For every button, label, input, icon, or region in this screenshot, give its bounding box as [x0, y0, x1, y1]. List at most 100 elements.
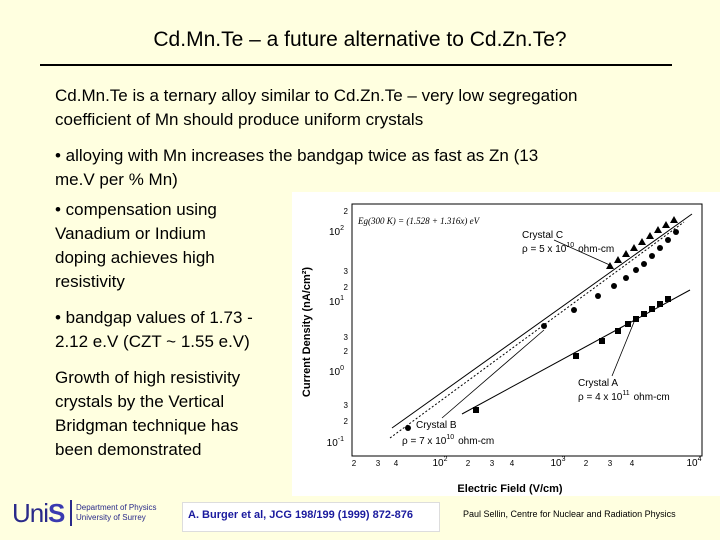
bullet-bandgap-rate: • alloying with Mn increases the bandgap… [55, 144, 538, 192]
crystal-a-resistivity: ρ = 4 x 1011 ohm-cm [578, 390, 670, 403]
growth-line: crystals by the Vertical [55, 392, 225, 411]
data-point [630, 244, 638, 251]
data-point [611, 283, 617, 289]
y-tick: 2 [344, 283, 349, 292]
data-point [595, 293, 601, 299]
x-tick: 2 [466, 459, 471, 468]
bullet-bandgap-values: • bandgap values of 1.73 - 2.12 e.V (CZT… [55, 306, 253, 354]
data-point [623, 275, 629, 281]
crystal-c-label: Crystal C [522, 230, 563, 241]
data-point [673, 229, 679, 235]
slide-title: Cd.Mn.Te – a future alternative to Cd.Zn… [153, 28, 567, 51]
data-point [622, 250, 630, 257]
y-tick: 2 [344, 207, 349, 216]
x-tick: 3 [608, 459, 613, 468]
bullet-line: doping achieves high [55, 248, 215, 267]
bullet-line: me.V per % Mn) [55, 170, 178, 189]
bullet-line: resistivity [55, 272, 125, 291]
data-point [599, 338, 605, 344]
data-point [665, 237, 671, 243]
data-point [573, 353, 579, 359]
crystal-c-resistivity: ρ = 5 x 1010 ohm-cm [522, 242, 614, 255]
department-label: Department of Physics University of Surr… [76, 503, 156, 523]
data-point [670, 216, 678, 223]
data-point [405, 425, 411, 431]
fit-line-c [391, 213, 693, 429]
data-point [541, 323, 547, 329]
crystal-b-pointer [441, 329, 545, 419]
logo-s-text: S [48, 498, 65, 528]
y-tick: 3 [344, 267, 349, 276]
growth-line: Bridgman technique has [55, 416, 239, 435]
y-tick: 100 [329, 365, 344, 378]
x-tick: 4 [510, 459, 515, 468]
x-tick-labels: 2 3 4 102 2 3 4 103 2 3 4 104 [352, 456, 702, 469]
y-tick: 2 [344, 347, 349, 356]
plot-frame [351, 203, 703, 457]
data-point [571, 307, 577, 313]
data-point [641, 261, 647, 267]
data-point [638, 238, 646, 245]
data-point [662, 221, 670, 228]
crystal-b-markers [405, 229, 679, 431]
x-axis-title: Electric Field (V/cm) [457, 483, 562, 495]
bullet-line: • bandgap values of 1.73 - [55, 308, 253, 327]
iv-figure: 2 102 3 2 101 3 2 100 3 2 10-1 2 3 4 102… [292, 192, 720, 496]
y-tick: 3 [344, 333, 349, 342]
intro-paragraph: Cd.Mn.Te is a ternary alloy similar to C… [55, 84, 577, 132]
x-tick: 2 [352, 459, 357, 468]
x-tick: 102 [432, 456, 447, 469]
author-credit: Paul Sellin, Centre for Nuclear and Radi… [463, 509, 676, 519]
university-line: University of Surrey [76, 513, 146, 522]
x-tick: 104 [686, 456, 701, 469]
data-point [657, 301, 663, 307]
bullet-compensation: • compensation using Vanadium or Indium … [55, 198, 217, 294]
data-point [625, 321, 631, 327]
data-point [615, 328, 621, 334]
x-tick: 3 [376, 459, 381, 468]
crystal-a-markers [473, 296, 671, 413]
y-tick: 3 [344, 401, 349, 410]
bullet-line: 2.12 e.V (CZT ~ 1.55 e.V) [55, 332, 250, 351]
crystal-a-pointer [611, 321, 635, 377]
crystal-a-label: Crystal A [578, 378, 618, 389]
citation: A. Burger et al, JCG 198/199 (1999) 872-… [188, 509, 414, 521]
y-tick-labels: 2 102 3 2 101 3 2 100 3 2 10-1 [327, 207, 349, 449]
fit-line-b [389, 221, 685, 439]
university-logo: UniS [12, 498, 65, 529]
y-tick: 101 [329, 295, 344, 308]
x-tick: 3 [490, 459, 495, 468]
data-point [633, 267, 639, 273]
title-rule [40, 64, 672, 66]
data-point [473, 407, 479, 413]
x-tick: 4 [394, 459, 399, 468]
department-line: Department of Physics [76, 503, 157, 512]
intro-line: coefficient of Mn should produce uniform… [55, 110, 424, 129]
crystal-b-label: Crystal B [416, 420, 457, 431]
y-axis-title: Current Density (nA/cm²) [301, 267, 313, 398]
data-point [614, 256, 622, 263]
data-point [665, 296, 671, 302]
x-tick: 2 [584, 459, 589, 468]
data-point [657, 245, 663, 251]
bullet-line: • compensation using [55, 200, 217, 219]
y-tick: 102 [329, 225, 344, 238]
logo-uni-text: Uni [12, 498, 49, 528]
data-point [649, 253, 655, 259]
data-point [641, 311, 647, 317]
crystal-c-markers [606, 216, 678, 269]
logo-divider [70, 500, 72, 526]
data-point [654, 226, 662, 233]
citation-box [182, 502, 440, 532]
crystal-b-resistivity: ρ = 7 x 1010 ohm-cm [402, 434, 494, 447]
bullet-line: Vanadium or Indium [55, 224, 206, 243]
data-point [633, 316, 639, 322]
x-tick: 103 [550, 456, 565, 469]
intro-line: Cd.Mn.Te is a ternary alloy similar to C… [55, 86, 578, 105]
growth-line: Growth of high resistivity [55, 368, 241, 387]
crystal-c-pointer [553, 239, 613, 267]
bullet-line: • alloying with Mn increases the bandgap… [55, 146, 539, 165]
growth-line: been demonstrated [55, 440, 202, 459]
x-tick: 4 [630, 459, 635, 468]
data-point [649, 306, 655, 312]
